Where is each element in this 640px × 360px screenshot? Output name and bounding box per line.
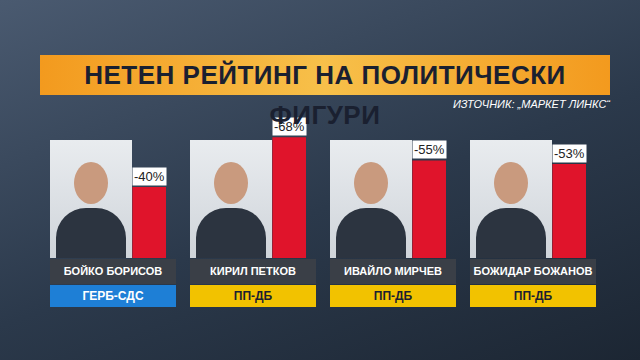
html-text:ИВАЙЛО МИРЧЕВ: ИВАЙЛО МИРЧЕВ (344, 265, 442, 277)
html-text:БОЙКО БОРИСОВ: БОЙКО БОРИСОВ (63, 265, 163, 277)
html-text:ПП-ДБ: ПП-ДБ (233, 289, 273, 303)
svg-text:-55%: -55% (414, 142, 445, 157)
html-text:ПП-ДБ: ПП-ДБ (373, 289, 413, 303)
html-text:НЕТЕН РЕЙТИНГ НА ПОЛИТИЧЕСКИ Ф: НЕТЕН РЕЙТИНГ НА ПОЛИТИЧЕСКИ ФИГУРИ (84, 60, 566, 130)
html-text:ИЗТОЧНИК: „МАРКЕТ ЛИНКС“: ИЗТОЧНИК: „МАРКЕТ ЛИНКС“ (453, 98, 610, 110)
html-text:ГЕРБ-СДС: ГЕРБ-СДС (82, 289, 144, 303)
html-text:ПП-ДБ: ПП-ДБ (513, 289, 553, 303)
html-text:КИРИЛ ПЕТКОВ: КИРИЛ ПЕТКОВ (210, 265, 296, 277)
svg-text:-40%: -40% (134, 169, 165, 184)
html-text:БОЖИДАР БОЖАНОВ: БОЖИДАР БОЖАНОВ (473, 265, 593, 277)
svg-text:-53%: -53% (554, 146, 585, 161)
